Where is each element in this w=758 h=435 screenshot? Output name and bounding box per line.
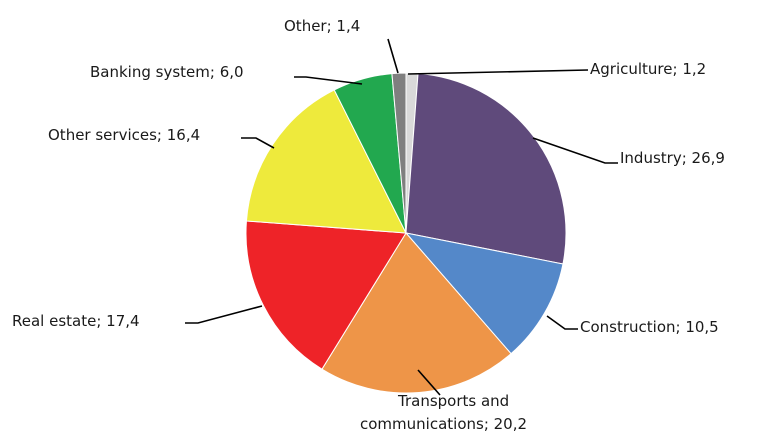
leader-line-banking: [294, 76, 363, 85]
slice-label-transports-line-1: Transports and: [397, 392, 509, 410]
leader-line-agriculture: [407, 69, 589, 75]
slice-labels: Agriculture; 1,2 Industry; 26,9 Construc…: [12, 17, 725, 433]
leader-line-other-services: [241, 137, 275, 149]
pie-slice-real-estate: [245, 220, 407, 370]
pie-slice-other: [391, 72, 407, 234]
leader-line-real-estate: [185, 305, 263, 324]
slice-label-transports: Transports and communications; 20,2: [360, 392, 527, 433]
slice-label-other: Other; 1,4: [284, 17, 360, 35]
slice-label-real-estate: Real estate; 17,4: [12, 312, 140, 330]
leader-lines: [185, 38, 618, 396]
pie-slice-transports-and-communications: [321, 232, 512, 394]
pie-slice-industry: [405, 72, 567, 265]
slice-label-industry: Industry; 26,9: [620, 149, 725, 167]
leader-line-transports: [417, 369, 441, 396]
leader-line-construction: [546, 315, 578, 330]
slice-label-agriculture: Agriculture; 1,2: [590, 60, 706, 78]
slice-label-transports-line-2: communications; 20,2: [360, 415, 527, 433]
pie-slice-construction: [404, 232, 564, 355]
pie-slice-other-services: [245, 89, 407, 234]
leader-line-industry: [532, 137, 618, 164]
slice-label-construction: Construction; 10,5: [580, 318, 719, 336]
slice-label-banking: Banking system; 6,0: [90, 63, 244, 81]
leader-line-other: [387, 38, 399, 74]
slice-label-other-services: Other services; 16,4: [48, 126, 200, 144]
pie-slices: [245, 72, 567, 394]
